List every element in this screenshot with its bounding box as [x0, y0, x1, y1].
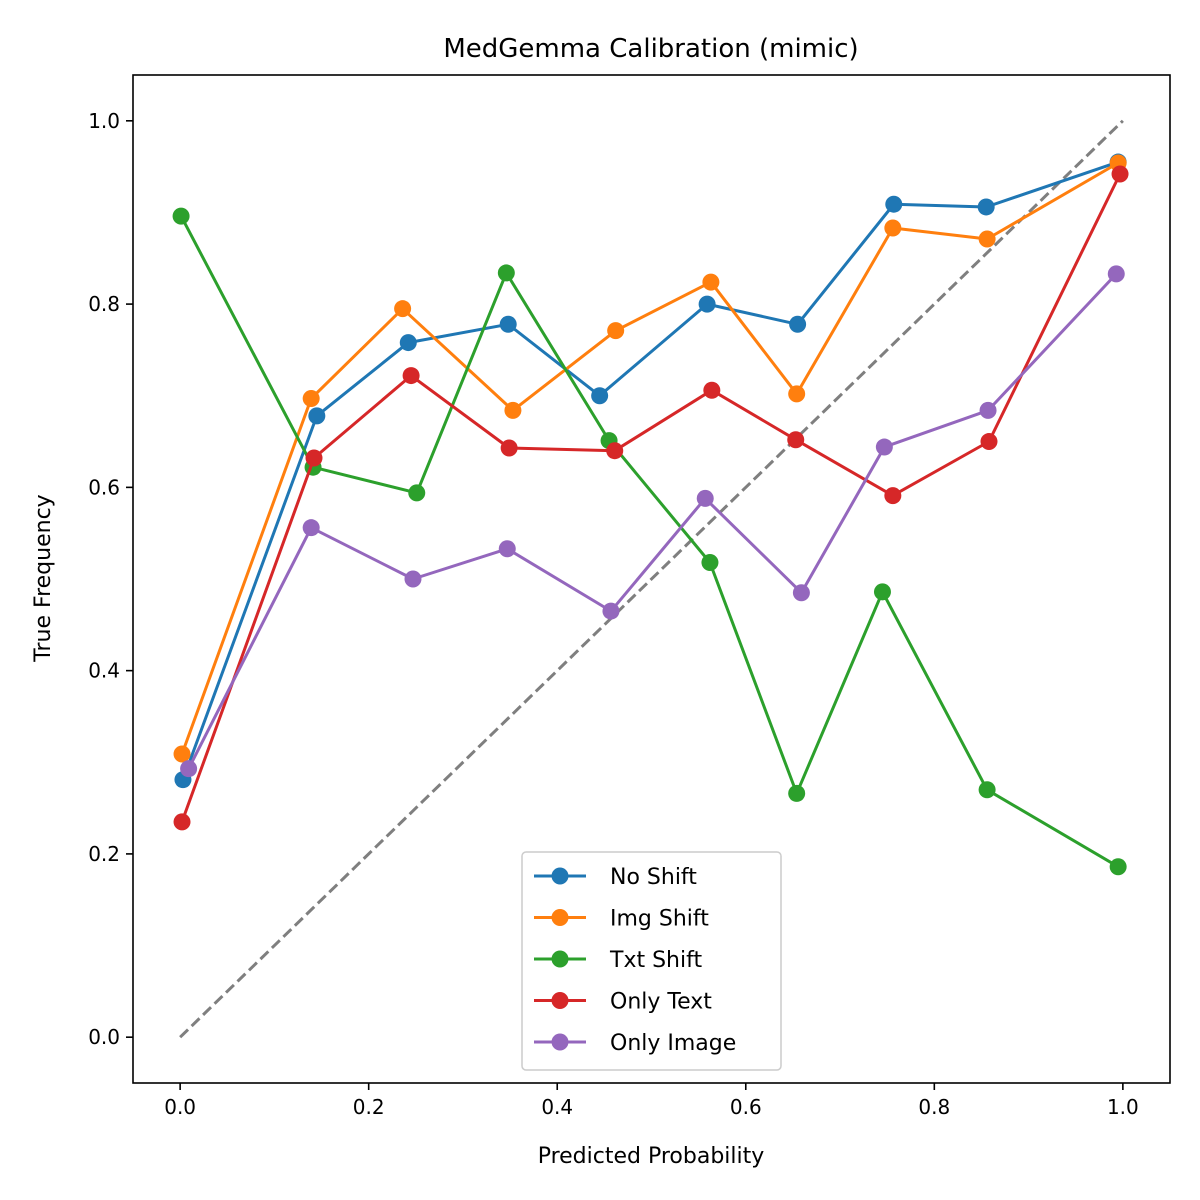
data-point-only-image: [498, 540, 516, 558]
series-line-no-shift: [181, 160, 1119, 781]
y-axis-label: True Frequency: [31, 494, 56, 662]
data-point-only-image: [180, 760, 198, 778]
data-point-txt-shift: [497, 264, 515, 282]
y-tick-label: 0.0: [88, 1025, 120, 1049]
legend-label-only-text: Only Text: [610, 990, 712, 1015]
legend-marker-no-shift: [551, 867, 569, 885]
data-point-txt-shift: [788, 784, 806, 802]
legend-marker-only-text: [551, 992, 569, 1009]
data-point-txt-shift: [172, 207, 190, 225]
series-line-txt-shift: [179, 215, 1119, 868]
data-point-only-image: [875, 438, 893, 456]
legend-label-txt-shift: Txt Shift: [609, 948, 702, 973]
data-point-img-shift: [978, 230, 996, 248]
y-tick-label: 0.2: [88, 842, 120, 866]
data-point-only-image: [1107, 265, 1125, 283]
data-point-txt-shift: [408, 484, 426, 502]
data-point-no-shift: [399, 334, 417, 352]
data-point-only-image: [302, 519, 320, 537]
y-tick-label: 1.0: [88, 109, 120, 133]
data-point-only-text: [884, 487, 902, 505]
data-point-only-text: [606, 442, 624, 460]
x-tick-label: 1.0: [1107, 1095, 1139, 1119]
series-line-img-shift: [180, 161, 1119, 755]
data-point-img-shift: [173, 745, 191, 763]
legend-label-no-shift: No Shift: [610, 865, 697, 890]
legend-marker-txt-shift: [551, 950, 569, 968]
y-tick-label: 0.4: [88, 659, 120, 683]
data-point-only-text: [980, 433, 998, 451]
data-point-no-shift: [977, 198, 995, 216]
x-axis-label: Predicted Probability: [538, 1144, 765, 1169]
y-tick-label: 0.6: [88, 475, 120, 499]
data-point-no-shift: [789, 315, 807, 333]
data-point-txt-shift: [978, 781, 996, 799]
series-line-only-image: [187, 272, 1118, 770]
data-point-img-shift: [504, 401, 522, 419]
plot-area: 0.0 0.2 0.4 0.6 0.8 1.0 0.0 0.2 0.4 0.6 0.8 1.0: [88, 74, 1171, 1119]
data-point-only-image: [696, 489, 714, 507]
data-point-img-shift: [884, 219, 902, 237]
data-point-only-text: [1111, 165, 1129, 183]
legend: No Shift Img Shift Txt Shift Only Text Only …: [521, 851, 782, 1071]
data-point-txt-shift: [701, 554, 719, 572]
data-point-only-image: [602, 602, 620, 620]
x-tick-label: 0.2: [353, 1095, 385, 1119]
x-tick-label: 0.0: [164, 1095, 196, 1119]
data-point-only-image: [792, 584, 810, 602]
data-point-img-shift: [394, 300, 412, 318]
data-point-no-shift: [885, 195, 903, 213]
data-point-only-text: [305, 449, 323, 467]
data-point-only-image: [404, 570, 422, 588]
x-tick-label: 0.6: [730, 1095, 762, 1119]
legend-marker-only-image: [551, 1033, 569, 1051]
data-point-img-shift: [788, 385, 806, 403]
data-point-only-text: [173, 813, 191, 831]
axes-frame: [132, 74, 1171, 1084]
series-line-only-text: [180, 173, 1122, 823]
data-point-img-shift: [302, 389, 320, 407]
data-point-no-shift: [591, 387, 609, 405]
data-point-txt-shift: [1109, 858, 1127, 876]
data-point-only-text: [703, 381, 721, 399]
legend-label-only-image: Only Image: [610, 1031, 736, 1056]
legend-box: [521, 851, 782, 1071]
data-point-no-shift: [499, 315, 517, 333]
data-point-img-shift: [702, 273, 720, 291]
data-point-only-text: [402, 367, 420, 385]
legend-marker-img-shift: [551, 909, 569, 926]
data-point-no-shift: [308, 407, 326, 425]
legend-label-img-shift: Img Shift: [610, 907, 709, 932]
x-tick-label: 0.8: [918, 1095, 950, 1119]
data-point-txt-shift: [873, 583, 891, 601]
data-point-only-text: [500, 439, 518, 457]
perfect-calibration-line: [179, 119, 1124, 1039]
y-tick-label: 0.8: [88, 292, 120, 316]
data-point-only-image: [979, 401, 997, 419]
data-point-only-text: [787, 431, 805, 449]
data-point-no-shift: [698, 295, 716, 313]
chart-title: MedGemma Calibration (mimic): [443, 34, 858, 64]
data-point-img-shift: [607, 322, 625, 340]
x-tick-label: 0.4: [541, 1095, 573, 1119]
